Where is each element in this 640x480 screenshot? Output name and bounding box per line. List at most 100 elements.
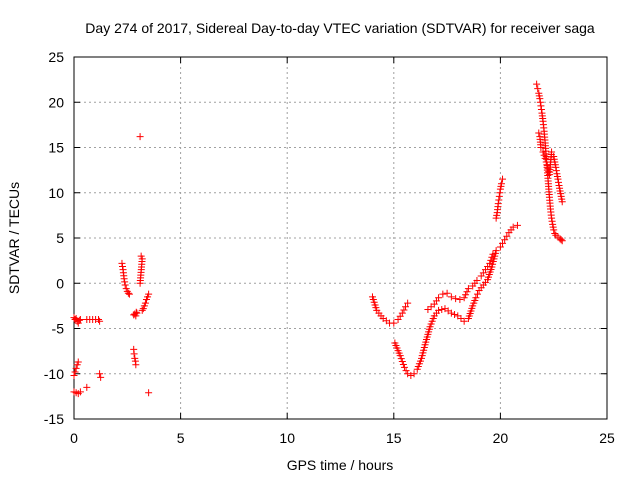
data-point — [492, 247, 500, 255]
data-point — [390, 319, 398, 327]
data-point — [486, 259, 494, 267]
data-point — [76, 388, 84, 396]
data-point — [489, 250, 497, 258]
data-point — [400, 306, 408, 314]
data-point — [396, 352, 404, 360]
data-point — [70, 372, 78, 380]
data-point — [499, 175, 507, 183]
data-point — [472, 294, 480, 302]
data-point — [130, 350, 138, 358]
data-point — [496, 189, 504, 197]
data-point — [550, 226, 558, 234]
data-point — [397, 355, 405, 363]
x-tick-label: 25 — [599, 430, 615, 446]
y-tick-label: 10 — [48, 185, 64, 201]
data-point — [533, 80, 541, 88]
data-point — [535, 129, 543, 137]
data-point — [136, 279, 144, 287]
data-point — [497, 180, 505, 188]
data-point — [551, 229, 559, 237]
data-point — [74, 358, 82, 366]
data-point — [71, 368, 79, 376]
data-point — [121, 278, 129, 286]
data-point — [460, 317, 468, 325]
data-point — [540, 151, 548, 159]
data-point — [495, 192, 503, 200]
y-tick-label: 5 — [56, 230, 64, 246]
data-point — [96, 370, 104, 378]
data-point — [72, 364, 80, 372]
data-point — [496, 243, 504, 251]
data-point — [447, 293, 455, 301]
data-point — [460, 294, 468, 302]
data-point — [407, 372, 415, 380]
y-tick-label: -15 — [44, 411, 64, 427]
data-point — [97, 373, 105, 381]
x-tick-label: 15 — [386, 430, 402, 446]
data-point — [541, 154, 549, 162]
data-point — [503, 232, 511, 240]
data-point — [404, 299, 412, 307]
y-tick-label: 25 — [48, 49, 64, 65]
data-point — [543, 162, 551, 170]
data-point — [124, 289, 132, 297]
data-point — [456, 296, 464, 304]
data-point — [554, 175, 562, 183]
data-point — [125, 290, 133, 298]
data-point — [548, 214, 556, 222]
data-point — [119, 263, 127, 271]
data-point — [464, 285, 472, 293]
data-point — [83, 383, 91, 391]
data-point — [138, 306, 146, 314]
data-point — [145, 389, 153, 397]
data-point — [400, 363, 408, 371]
data-points — [70, 80, 566, 398]
y-axis-title: SDTVAR / TECUs — [6, 182, 22, 294]
data-point — [558, 237, 566, 245]
data-point — [402, 303, 410, 311]
data-point — [404, 370, 412, 378]
data-point — [410, 370, 418, 378]
data-point — [536, 98, 544, 106]
data-point — [548, 217, 556, 225]
data-point — [473, 290, 481, 298]
axis-ticks — [73, 56, 608, 420]
data-point — [552, 167, 560, 175]
data-point — [537, 105, 545, 113]
x-tick-label: 20 — [493, 430, 509, 446]
data-point — [536, 95, 544, 103]
data-point — [438, 305, 446, 313]
data-point — [399, 360, 407, 368]
data-point — [552, 163, 560, 171]
data-point — [537, 144, 545, 151]
y-tick-label: 15 — [48, 140, 64, 156]
data-point — [495, 196, 503, 204]
data-point — [75, 316, 83, 324]
y-tick-label: -5 — [52, 321, 65, 337]
data-point — [473, 277, 481, 285]
data-point — [95, 315, 103, 323]
data-point — [488, 253, 496, 261]
data-point — [501, 236, 509, 244]
data-point — [76, 315, 84, 323]
data-point — [537, 102, 545, 110]
data-point — [513, 221, 521, 229]
data-point — [557, 236, 565, 244]
data-point — [452, 295, 460, 303]
y-tick-label: 20 — [48, 94, 64, 110]
data-point — [402, 367, 410, 375]
data-point — [121, 281, 129, 289]
x-tick-label: 5 — [177, 430, 185, 446]
data-point — [435, 294, 443, 302]
data-point — [558, 198, 566, 206]
data-point — [463, 288, 471, 296]
data-point — [539, 148, 547, 156]
chart-title: Day 274 of 2017, Sidereal Day-to-day VTE… — [85, 20, 595, 36]
data-point — [133, 309, 141, 317]
data-point — [118, 259, 126, 267]
data-point — [141, 299, 149, 307]
x-tick-labels: 0 5 10 15 20 25 — [70, 430, 615, 446]
data-point — [487, 256, 495, 264]
